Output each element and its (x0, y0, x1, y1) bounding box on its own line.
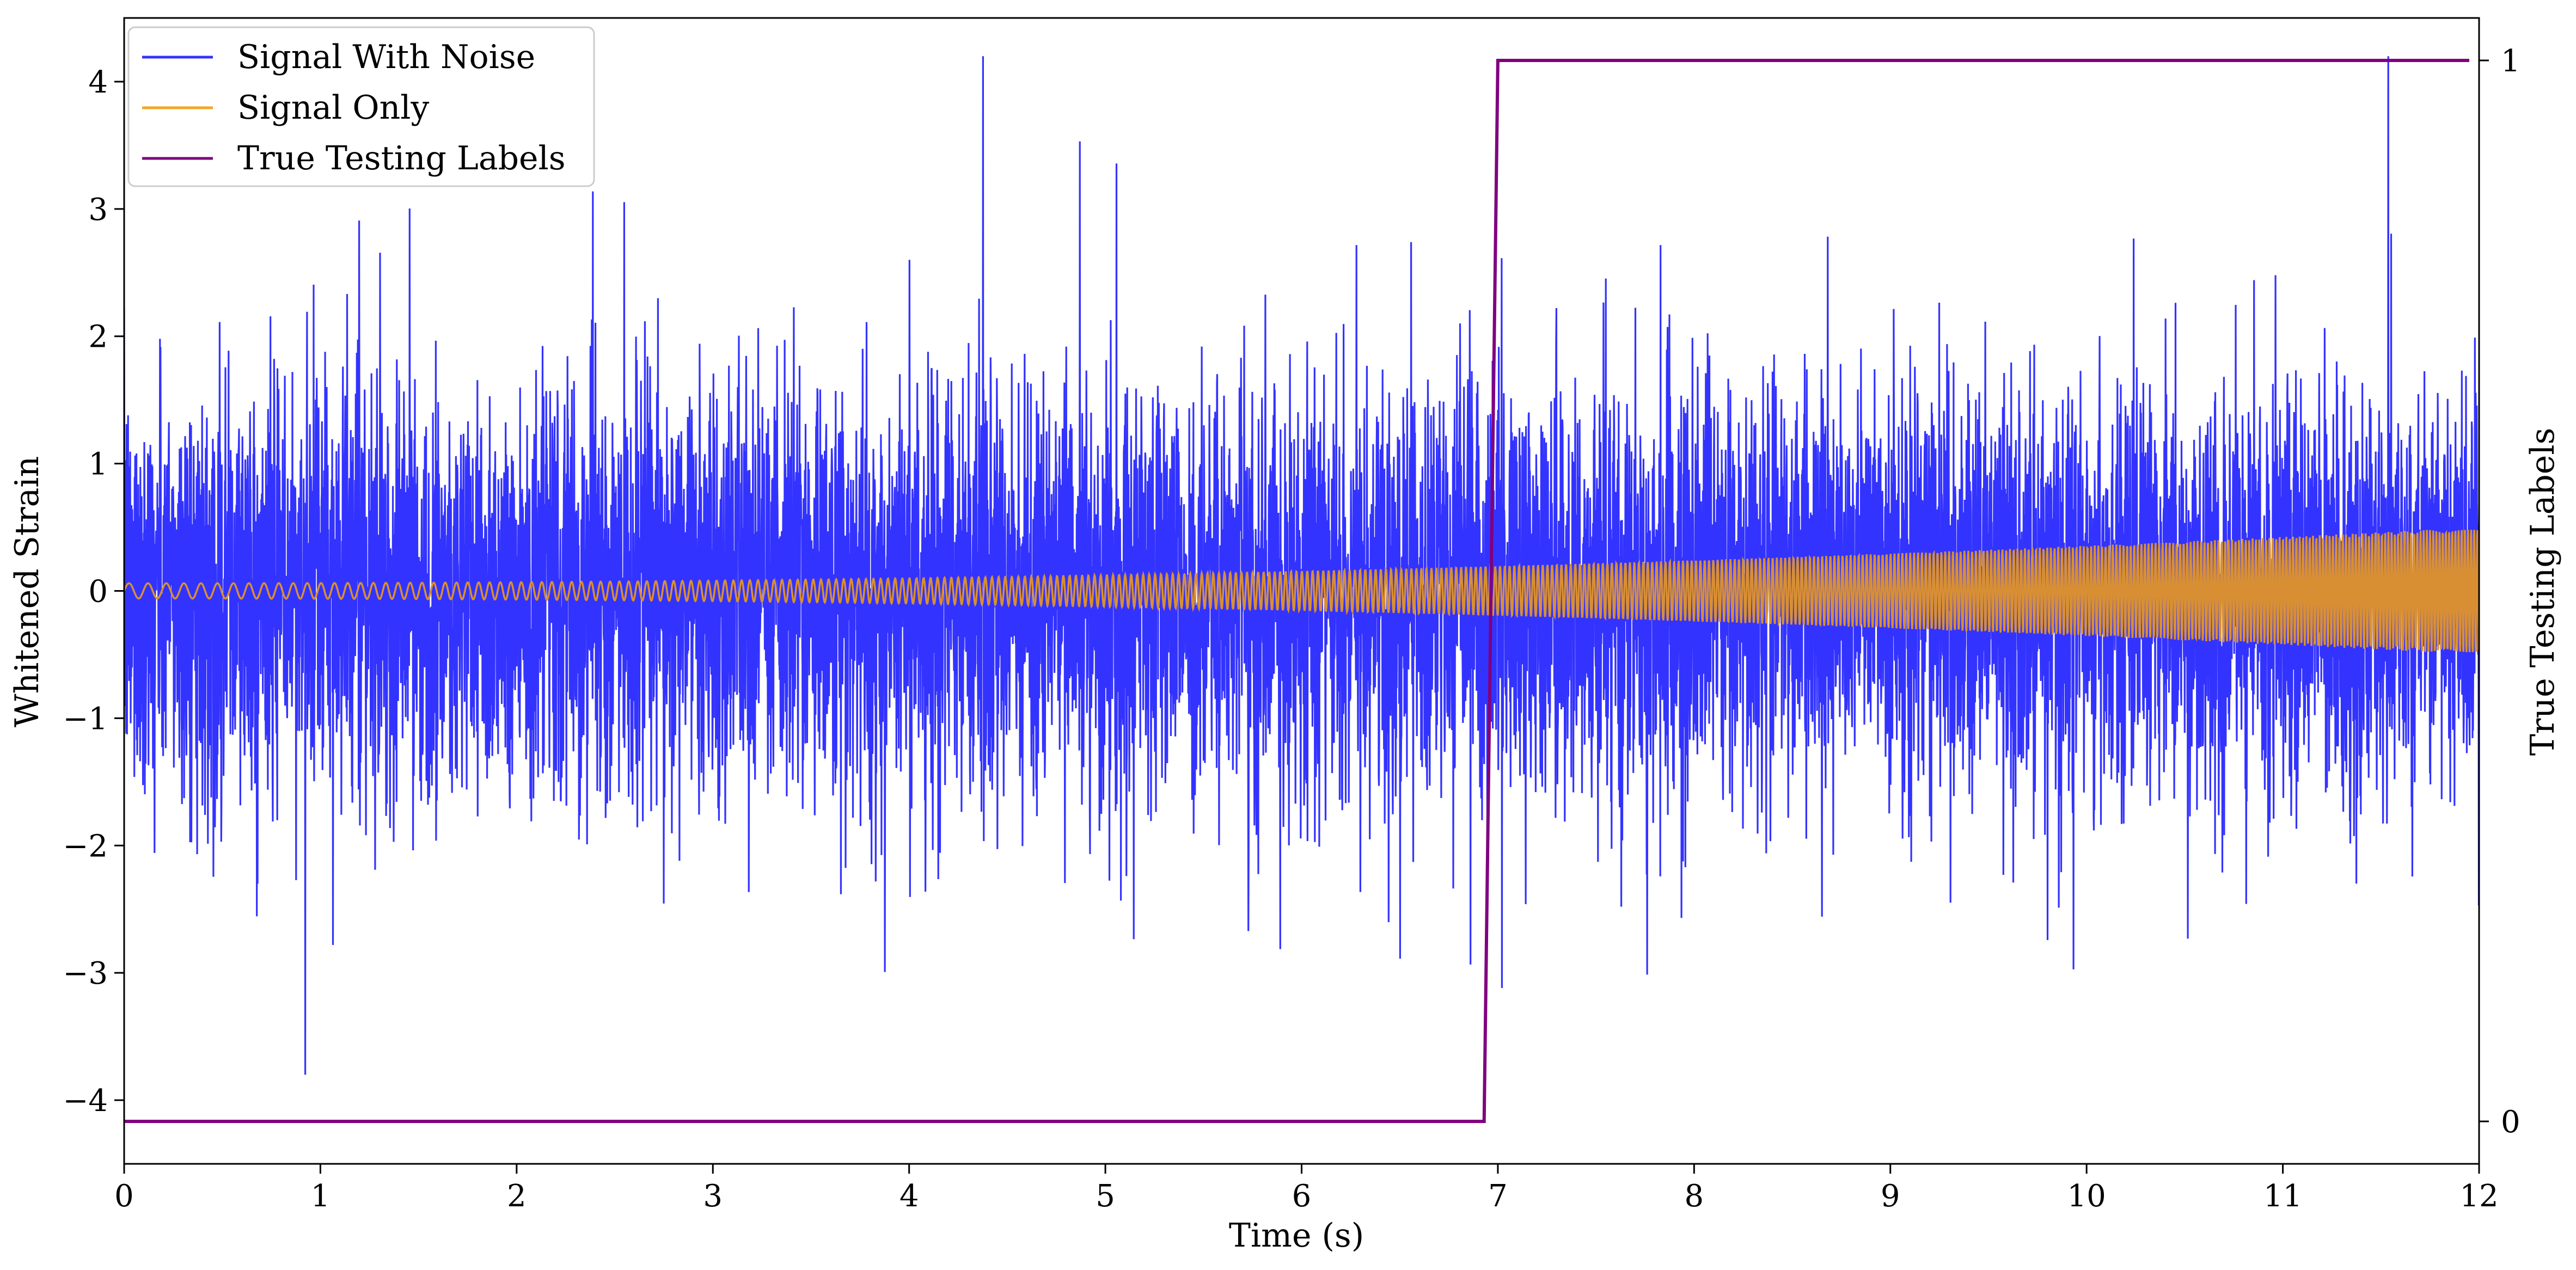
x-tick-label: 5 (1096, 1179, 1115, 1214)
x-tick-label: 11 (2263, 1179, 2302, 1214)
x-tick-label: 12 (2459, 1179, 2498, 1214)
legend-label: True Testing Labels (237, 139, 566, 177)
x-axis-title: Time (s) (1229, 1217, 1364, 1255)
y-tick-label: 4 (88, 65, 108, 100)
x-tick-label: 4 (900, 1179, 919, 1214)
legend-label: Signal With Noise (237, 38, 535, 76)
y-tick-label: 3 (88, 192, 108, 228)
legend-label: Signal Only (237, 89, 429, 127)
x-tick-label: 9 (1881, 1179, 1900, 1214)
y-tick-label: −2 (63, 829, 108, 864)
x-tick-label: 0 (114, 1179, 134, 1214)
y-tick-label: 1 (88, 447, 108, 482)
x-tick-label: 3 (703, 1179, 723, 1214)
x-tick-label: 10 (2067, 1179, 2106, 1214)
x-tick-label: 8 (1685, 1179, 1704, 1214)
y-right-tick-label: 0 (2501, 1105, 2520, 1140)
series-signal-only (124, 530, 2479, 652)
y-axis-right-title: True Testing Labels (2524, 428, 2562, 756)
series-true-testing-labels (124, 59, 2469, 1123)
y-tick-label: −3 (63, 956, 108, 991)
y-right-tick-label: 1 (2501, 44, 2520, 79)
y-tick-label: 0 (88, 574, 108, 610)
legend: Signal With Noise Signal Only True Testing… (127, 26, 595, 187)
plot-area (124, 56, 2479, 1123)
y-tick-label: −1 (63, 701, 108, 737)
y-axis-title: Whitened Strain (8, 456, 46, 727)
x-tick-label: 6 (1292, 1179, 1312, 1214)
y-tick-label: 2 (88, 320, 108, 355)
x-tick-label: 2 (507, 1179, 527, 1214)
x-tick-label: 1 (311, 1179, 331, 1214)
legend-box (127, 26, 595, 187)
y-tick-label: −4 (63, 1083, 108, 1119)
x-tick-label: 7 (1488, 1179, 1508, 1214)
